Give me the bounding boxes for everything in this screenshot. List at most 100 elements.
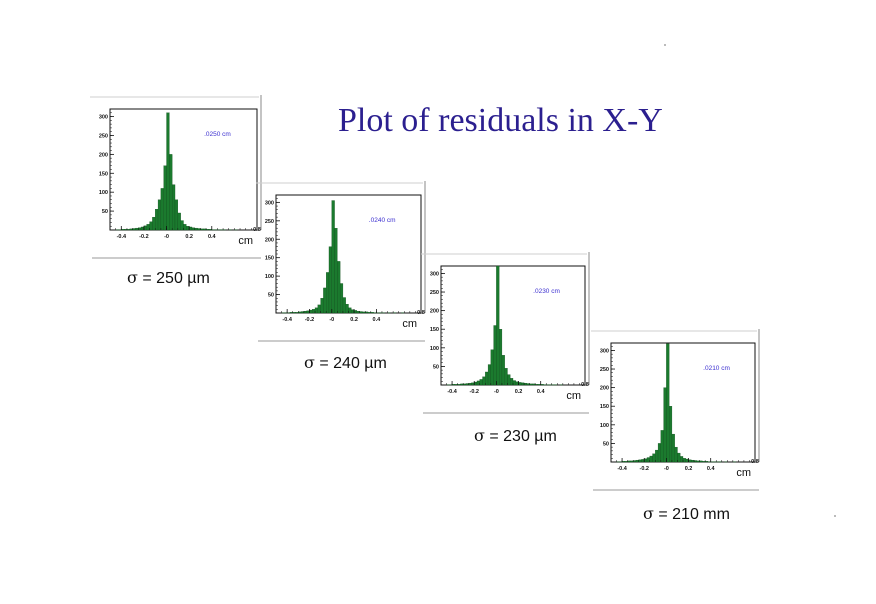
x-axis-label: cm xyxy=(402,318,417,330)
histogram-bar xyxy=(652,453,656,463)
histogram-bar xyxy=(691,459,695,463)
x-tick-label: -0.4 xyxy=(617,466,627,472)
histogram-bar xyxy=(479,379,483,386)
histogram-bar xyxy=(138,227,142,231)
histogram-bar xyxy=(129,228,133,231)
y-tick-label: 50 xyxy=(102,209,108,215)
y-tick-label: 50 xyxy=(268,293,274,299)
histogram-bar xyxy=(362,311,366,314)
histogram-bar xyxy=(638,459,642,463)
y-tick-label: 150 xyxy=(430,327,439,333)
histogram-bar xyxy=(671,433,675,463)
sigma-value: = 210 mm xyxy=(653,506,730,523)
x-tick-label: -0.4 xyxy=(447,389,457,395)
histogram-bar xyxy=(197,228,201,231)
histogram-bar xyxy=(680,456,684,463)
y-tick-label: 100 xyxy=(600,423,609,429)
histogram-bar xyxy=(331,200,335,314)
sigma-value: = 230 µm xyxy=(484,428,557,445)
scan-speck xyxy=(834,515,836,517)
histogram-bar xyxy=(457,384,461,386)
histogram-bar xyxy=(674,446,678,463)
sigma-annotation: .0240 cm xyxy=(369,217,396,224)
histogram-bar xyxy=(663,387,667,463)
y-tick-label: 250 xyxy=(265,219,274,225)
histogram-panel-1: 50 100 150 200 250 300 -0.4 -0.2 -0 0.2 0.4 0.8 cm .0… xyxy=(90,95,265,260)
y-tick-label: 50 xyxy=(433,364,439,370)
histogram-bar xyxy=(635,459,639,463)
sigma-symbol: σ xyxy=(127,268,138,287)
x-tick-label: -0.2 xyxy=(639,466,648,472)
histogram-bar xyxy=(465,383,469,386)
histogram-bar xyxy=(496,265,500,386)
histogram-bar xyxy=(166,112,170,231)
histogram-bar xyxy=(177,212,181,231)
histogram-bar xyxy=(186,226,190,231)
histogram-bar xyxy=(317,304,321,314)
histogram-bar xyxy=(183,224,187,231)
x-tick-label: 0.4 xyxy=(707,466,716,472)
y-tick-label: 200 xyxy=(265,237,274,243)
histogram-bar xyxy=(169,154,173,231)
histogram-bar xyxy=(655,449,659,463)
histogram-bar xyxy=(485,371,489,386)
histogram-bar xyxy=(289,312,293,314)
histogram-bar xyxy=(140,226,145,231)
histogram-bar xyxy=(490,349,494,386)
x-tick-label: 0.2 xyxy=(685,466,693,472)
y-tick-label: 250 xyxy=(600,367,609,373)
histogram-bar xyxy=(621,461,625,463)
sigma-symbol: σ xyxy=(643,504,654,523)
histogram-bar xyxy=(499,329,503,386)
histogram-bar xyxy=(194,227,198,231)
y-tick-label: 200 xyxy=(99,152,108,158)
y-tick-label: 300 xyxy=(600,348,609,354)
histogram-bar xyxy=(303,311,307,314)
histogram-bar xyxy=(326,272,330,314)
y-tick-label: 200 xyxy=(430,309,439,315)
histogram-bar xyxy=(512,380,516,386)
histogram-bar xyxy=(685,458,689,463)
y-tick-label: 100 xyxy=(430,346,439,352)
histogram-bar xyxy=(174,199,178,231)
histogram-bar xyxy=(463,383,467,386)
plot-frame xyxy=(440,265,586,386)
sigma-symbol: σ xyxy=(474,426,485,445)
histogram-bar xyxy=(468,382,472,386)
histogram-bar xyxy=(342,297,346,314)
histogram-bar xyxy=(682,458,686,463)
histogram-bar xyxy=(205,229,210,231)
histogram-bar xyxy=(630,460,634,463)
y-tick-label: 300 xyxy=(265,200,274,206)
x-tick-label: -0 xyxy=(494,389,499,395)
histogram-bar xyxy=(474,381,478,386)
histogram-bar xyxy=(320,298,324,314)
histogram-bar xyxy=(300,311,305,314)
histogram-bar xyxy=(132,228,136,231)
y-tick-label: 50 xyxy=(603,441,609,447)
sigma-value: = 250 µm xyxy=(137,270,210,287)
y-tick-label: 100 xyxy=(265,274,274,280)
histogram-bar xyxy=(666,343,670,463)
histogram-bar xyxy=(370,312,374,314)
histogram-3: 50 100 150 200 250 300 -0.4 -0.2 -0 0.2 0.4 0.8cm .0… xyxy=(421,252,590,414)
sigma-caption-2: σ = 240 µm xyxy=(304,353,387,373)
histogram-bar xyxy=(365,311,369,314)
histogram-bar xyxy=(471,382,475,386)
histogram-bar xyxy=(348,307,352,314)
histogram-panel-4: 50 100 150 200 250 300 -0.4 -0.2 -0 0.2 0.4 0.8 cm .0… xyxy=(591,329,763,492)
x-tick-label: 0.8 xyxy=(253,227,261,233)
histogram-bar xyxy=(487,364,492,386)
histogram-bar xyxy=(157,199,162,231)
histogram-bar xyxy=(540,384,544,386)
histogram-bar xyxy=(298,311,302,314)
x-tick-label: -0.2 xyxy=(139,234,148,240)
histogram-bar xyxy=(476,380,480,386)
sigma-caption-4: σ = 210 mm xyxy=(643,504,730,524)
histogram-bar xyxy=(152,216,156,231)
histogram-bar xyxy=(657,443,662,463)
histogram-bar xyxy=(126,229,130,231)
histogram-bar xyxy=(705,461,709,463)
histogram-bar xyxy=(353,310,358,314)
